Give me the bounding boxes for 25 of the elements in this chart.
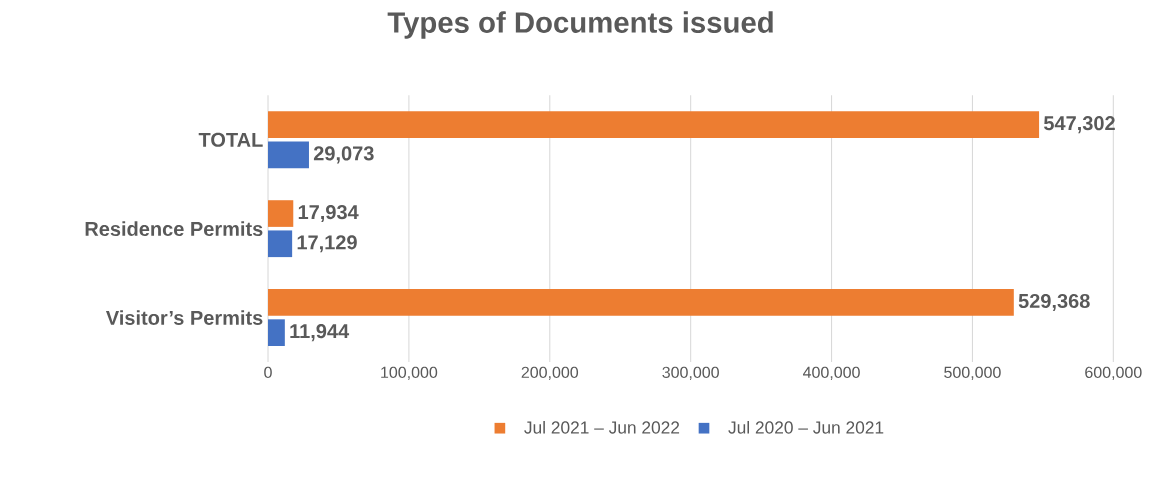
bar: [268, 230, 293, 258]
x-tick-label: 500,000: [944, 366, 1001, 380]
bar: [268, 200, 294, 227]
data-label: 17,129: [297, 235, 357, 253]
data-label: 29,073: [313, 146, 374, 164]
y-tick-label: Visitor’s Permits: [105, 310, 263, 325]
y-tick-label: Residence Permits: [85, 221, 263, 236]
data-label: 547,302: [1043, 116, 1115, 134]
x-tick-label: 0: [264, 366, 272, 379]
x-tick-label: 300,000: [662, 366, 719, 380]
x-tick-label: 600,000: [1085, 366, 1142, 380]
bar: [268, 111, 1040, 138]
data-label: 529,368: [1018, 293, 1090, 311]
data-label: 17,934: [298, 205, 359, 223]
data-label: 11,944: [290, 324, 350, 342]
x-tick-label: 200,000: [521, 366, 579, 380]
bar: [268, 319, 285, 346]
x-tick-label: 100,000: [381, 366, 438, 380]
bar: [268, 141, 309, 169]
x-tick-label: 400,000: [803, 366, 860, 380]
y-tick-label: TOTAL: [198, 132, 263, 147]
bar: [268, 289, 1014, 316]
legend-label: Jul 2020 – Jun 2021: [728, 420, 884, 434]
legend-label: Jul 2021 – Jun 2022: [524, 420, 680, 434]
chart-title: Types of Documents issued: [387, 11, 773, 39]
